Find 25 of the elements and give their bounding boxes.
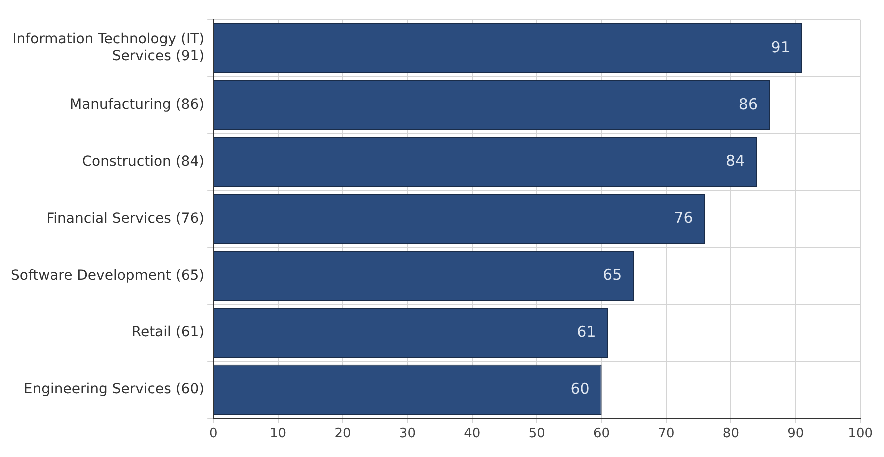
y-tick-label: Financial Services (76) (46, 210, 205, 227)
x-tick-label: 60 (594, 426, 610, 442)
x-tick-label: 10 (270, 426, 287, 442)
y-tick-label: Manufacturing (86) (70, 97, 205, 114)
data-label: 65 (603, 266, 622, 284)
y-tick-label: Engineering Services (60) (24, 382, 205, 398)
y-tick-label: Software Development (65) (10, 268, 205, 284)
x-tick-label: 100 (848, 426, 874, 442)
y-tick-label: Retail (61) (132, 324, 205, 341)
x-tick-label: 40 (464, 426, 481, 442)
data-label: 86 (738, 95, 758, 114)
y-tick-label: Information Technology (IT) Services (91) (12, 32, 205, 64)
x-tick-label: 0 (209, 426, 218, 442)
data-label: 76 (674, 209, 694, 228)
x-tick-label: 30 (399, 426, 416, 442)
x-tick-label: 80 (722, 426, 740, 442)
data-label: 60 (570, 380, 590, 398)
x-tick-label: 50 (528, 426, 546, 442)
data-label: 61 (577, 322, 596, 341)
data-label: 84 (726, 152, 746, 170)
y-tick-label: Construction (84) (82, 154, 205, 170)
x-tick-label: 20 (334, 426, 352, 442)
x-tick-label: 70 (658, 426, 675, 442)
x-tick-label: 90 (788, 426, 804, 442)
data-label: 91 (771, 38, 790, 56)
